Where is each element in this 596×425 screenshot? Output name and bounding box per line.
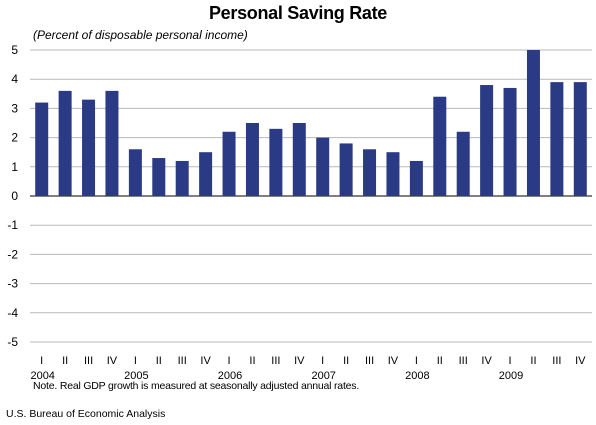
year-label: 2004 <box>30 370 54 382</box>
bar <box>105 90 119 196</box>
quarter-label: IV <box>107 355 118 367</box>
bar <box>409 160 423 196</box>
quarter-label: II <box>343 355 349 367</box>
quarter-label: III <box>365 355 374 367</box>
y-tick-label: 4 <box>11 72 18 86</box>
bars <box>35 50 587 196</box>
bar <box>386 152 400 196</box>
bar <box>456 131 470 196</box>
quarter-label: I <box>134 355 137 367</box>
y-tick-label: -3 <box>7 277 18 291</box>
year-label: 2009 <box>499 370 523 382</box>
bar <box>269 128 283 196</box>
x-axis: I II III IV I II III IV I II III IV I II III IV I II III IV… <box>30 355 586 382</box>
bar <box>292 123 306 196</box>
chart-note: Note. Real GDP growth is measured at sea… <box>33 380 360 392</box>
bar <box>363 149 377 196</box>
bar <box>573 82 587 196</box>
quarter-label: II <box>156 355 162 367</box>
quarter-label: I <box>321 355 324 367</box>
quarter-label: III <box>178 355 187 367</box>
quarter-label: IV <box>200 355 211 367</box>
chart-subtitle: (Percent of disposable personal income) <box>33 28 248 42</box>
y-tick-label: -1 <box>7 218 18 232</box>
quarter-label: IV <box>294 355 305 367</box>
bar <box>433 96 447 196</box>
y-tick-label: 0 <box>11 189 18 203</box>
bar <box>316 137 330 196</box>
quarter-label: II <box>249 355 255 367</box>
bar <box>35 102 49 196</box>
quarter-label: I <box>509 355 512 367</box>
quarter-label: III <box>459 355 468 367</box>
year-label: 2007 <box>311 370 335 382</box>
bar <box>550 82 564 196</box>
bar <box>480 85 494 196</box>
bar <box>526 50 540 196</box>
bar <box>82 99 96 196</box>
bar <box>339 143 353 196</box>
quarter-label: I <box>228 355 231 367</box>
quarter-label: II <box>62 355 68 367</box>
year-label: 2005 <box>124 370 148 382</box>
quarter-label: II <box>530 355 536 367</box>
year-label: 2008 <box>405 370 429 382</box>
quarter-label: IV <box>388 355 399 367</box>
quarter-label: I <box>40 355 43 367</box>
y-axis-tick-labels: 5 4 3 2 1 0 -1 -2 -3 -4 -5 <box>7 43 18 349</box>
bar <box>199 152 213 196</box>
quarter-label: IV <box>575 355 586 367</box>
bar <box>503 87 517 196</box>
y-tick-label: -5 <box>7 335 18 349</box>
year-label: 2006 <box>218 370 242 382</box>
quarter-label: III <box>552 355 561 367</box>
gridlines <box>30 49 592 343</box>
quarter-label: II <box>437 355 443 367</box>
bar <box>152 158 166 196</box>
bar <box>128 149 142 196</box>
bar <box>245 123 259 196</box>
y-tick-label: 5 <box>11 43 18 57</box>
y-tick-label: 2 <box>11 131 18 145</box>
source-credit: U.S. Bureau of Economic Analysis <box>6 408 166 420</box>
quarter-label: I <box>415 355 418 367</box>
y-tick-label: 1 <box>11 160 18 174</box>
bar <box>175 160 189 196</box>
quarter-label: III <box>84 355 93 367</box>
bar <box>58 90 72 196</box>
y-tick-label: -2 <box>7 247 18 261</box>
chart-title: Personal Saving Rate <box>208 3 388 23</box>
y-tick-label: -4 <box>7 306 18 320</box>
y-tick-label: 3 <box>11 101 18 115</box>
quarter-label: IV <box>481 355 492 367</box>
bar <box>222 131 236 196</box>
quarter-label: III <box>271 355 280 367</box>
